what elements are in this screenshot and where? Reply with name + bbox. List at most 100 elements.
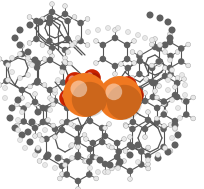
Circle shape [59, 172, 64, 176]
Circle shape [51, 123, 55, 128]
Circle shape [18, 132, 25, 139]
Circle shape [44, 152, 51, 159]
Circle shape [148, 79, 155, 85]
Circle shape [129, 126, 135, 132]
Circle shape [143, 77, 148, 81]
Circle shape [11, 35, 18, 42]
Circle shape [74, 152, 81, 158]
Circle shape [115, 26, 120, 30]
Circle shape [173, 94, 180, 100]
Circle shape [68, 75, 76, 83]
Circle shape [181, 99, 186, 103]
Circle shape [105, 84, 122, 100]
Circle shape [115, 166, 120, 170]
Circle shape [99, 42, 106, 48]
Circle shape [93, 155, 98, 160]
Circle shape [102, 126, 107, 130]
Circle shape [24, 49, 31, 56]
Circle shape [68, 144, 73, 148]
Circle shape [28, 84, 32, 89]
Circle shape [82, 99, 89, 106]
Circle shape [39, 138, 44, 143]
Circle shape [161, 42, 168, 49]
Circle shape [64, 105, 70, 111]
Circle shape [64, 36, 71, 42]
Circle shape [25, 56, 30, 60]
Circle shape [136, 58, 143, 64]
Circle shape [129, 89, 135, 96]
Circle shape [71, 82, 106, 117]
Circle shape [63, 171, 70, 178]
Circle shape [112, 72, 117, 76]
Circle shape [46, 20, 52, 26]
Circle shape [29, 63, 34, 67]
Circle shape [52, 88, 57, 92]
Circle shape [162, 110, 167, 114]
Circle shape [86, 158, 92, 165]
Circle shape [59, 163, 65, 169]
Circle shape [152, 37, 157, 41]
Circle shape [123, 42, 130, 48]
Circle shape [33, 102, 38, 106]
Circle shape [149, 37, 154, 43]
Circle shape [109, 84, 115, 91]
Circle shape [20, 105, 27, 112]
Circle shape [123, 56, 130, 62]
Circle shape [157, 43, 162, 47]
Circle shape [63, 158, 70, 165]
Circle shape [57, 155, 62, 160]
Circle shape [33, 36, 39, 42]
Circle shape [142, 135, 147, 139]
Circle shape [174, 76, 179, 80]
Circle shape [47, 57, 53, 63]
Circle shape [33, 124, 38, 128]
Circle shape [182, 83, 187, 88]
Circle shape [22, 146, 27, 150]
Circle shape [154, 116, 159, 121]
Circle shape [62, 60, 67, 64]
Circle shape [69, 43, 74, 47]
Circle shape [25, 73, 30, 77]
Circle shape [51, 98, 58, 104]
Circle shape [74, 139, 81, 145]
Circle shape [14, 102, 19, 107]
Circle shape [59, 127, 65, 133]
Circle shape [113, 140, 120, 146]
Circle shape [115, 148, 121, 155]
Circle shape [135, 53, 142, 59]
Circle shape [172, 125, 177, 130]
Circle shape [98, 76, 141, 120]
Circle shape [171, 142, 178, 149]
Circle shape [70, 81, 87, 97]
Circle shape [40, 43, 45, 47]
Circle shape [171, 92, 177, 98]
Circle shape [19, 109, 24, 115]
Circle shape [156, 62, 161, 66]
Circle shape [17, 51, 22, 57]
Circle shape [86, 72, 92, 79]
Circle shape [122, 79, 128, 86]
Circle shape [112, 85, 118, 91]
Circle shape [116, 102, 122, 109]
Circle shape [156, 84, 161, 88]
Circle shape [49, 98, 54, 102]
Circle shape [72, 95, 86, 109]
Circle shape [87, 166, 92, 170]
Circle shape [52, 135, 57, 139]
Circle shape [49, 9, 55, 15]
Circle shape [34, 78, 41, 84]
Circle shape [72, 41, 76, 45]
Circle shape [69, 76, 84, 92]
Circle shape [190, 116, 195, 121]
Circle shape [28, 119, 35, 125]
Circle shape [153, 119, 160, 125]
Circle shape [165, 77, 170, 83]
Circle shape [54, 154, 61, 161]
Circle shape [135, 33, 140, 37]
Circle shape [153, 105, 160, 111]
Circle shape [86, 73, 100, 87]
Circle shape [86, 118, 93, 124]
Circle shape [154, 95, 159, 100]
Circle shape [33, 18, 39, 24]
Circle shape [181, 77, 186, 81]
